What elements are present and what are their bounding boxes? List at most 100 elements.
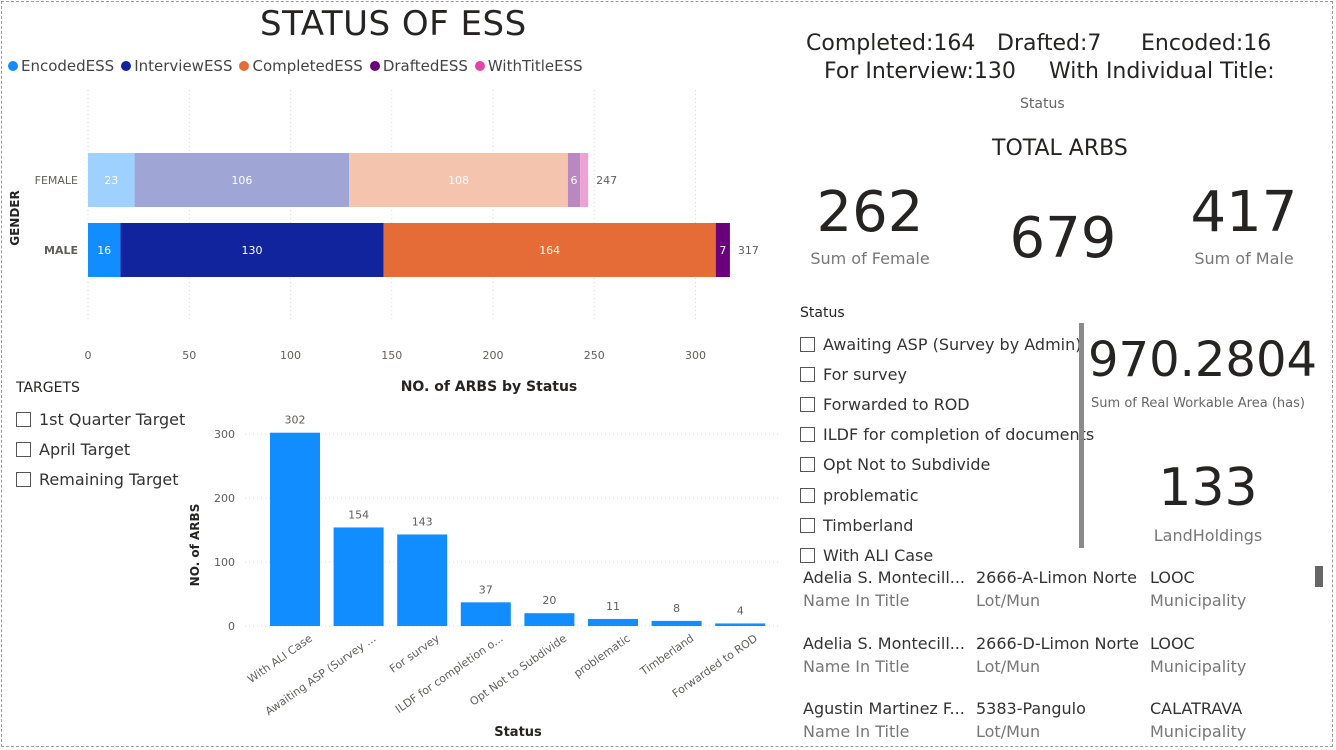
target-option[interactable]: 1st Quarter Target xyxy=(16,404,185,434)
target-option-label: 1st Quarter Target xyxy=(39,409,186,429)
checkbox[interactable] xyxy=(16,441,31,457)
status-bar[interactable] xyxy=(333,527,384,626)
x-tick-label: 300 xyxy=(685,349,706,362)
status-category-label: ILDF for completion o... xyxy=(393,632,505,716)
legend-item[interactable]: CompletedESS xyxy=(239,57,363,75)
legend-item[interactable]: WithTitleESS xyxy=(474,57,583,75)
legend-item[interactable]: InterviewESS xyxy=(121,57,232,75)
status-slicer[interactable]: Awaiting ASP (Survey by Admin) For survey… xyxy=(800,329,1094,571)
y-tick-label: 0 xyxy=(228,620,235,633)
checkbox[interactable] xyxy=(800,336,815,352)
checkbox[interactable] xyxy=(800,366,815,382)
arbs-by-status-column-chart[interactable]: NO. of ARBS by Status NO. of ARBS Status 0 1… xyxy=(180,370,790,748)
bar-segment[interactable] xyxy=(88,223,121,277)
targets-slicer-title: TARGETS xyxy=(16,380,80,396)
status-option-label: problematic xyxy=(823,485,919,505)
status-bar[interactable] xyxy=(715,623,766,626)
slicer-scrollbar[interactable] xyxy=(1079,323,1084,548)
bar-segment-label: 164 xyxy=(539,244,560,257)
drafted-count: Drafted:7 xyxy=(997,31,1102,56)
x-tick-label: 150 xyxy=(381,349,402,362)
status-bar[interactable] xyxy=(588,618,638,626)
status-bar[interactable] xyxy=(460,602,511,626)
status-bar[interactable] xyxy=(397,534,448,626)
bar-segment[interactable] xyxy=(120,223,384,277)
status-bar-value: 4 xyxy=(737,604,744,617)
legend-label: EncodedESS xyxy=(21,57,115,75)
x-tick-label: 0 xyxy=(85,349,92,362)
holding-row: Adelia S. Montecill... Name In Title 2666-… xyxy=(803,568,1303,616)
target-option[interactable]: Remaining Target xyxy=(16,464,185,494)
y-tick-label: 200 xyxy=(214,492,235,505)
status-option[interactable]: Timberland xyxy=(800,510,1094,540)
legend-item[interactable]: EncodedESS xyxy=(8,57,114,75)
status-option[interactable]: ILDF for completion of documents xyxy=(800,420,1094,450)
male-sum-caption: Sum of Male xyxy=(1194,249,1294,268)
status-bar[interactable] xyxy=(651,620,702,626)
bar-segment[interactable] xyxy=(383,223,716,277)
holding-name-value: Adelia S. Montecill... xyxy=(803,633,966,653)
holding-name-value: Adelia S. Montecill... xyxy=(803,568,966,587)
bar-segment[interactable] xyxy=(715,223,730,277)
holdings-scrollbar[interactable] xyxy=(1315,566,1323,587)
target-option-label: April Target xyxy=(39,439,131,459)
holding-mun-label: Municipality xyxy=(1150,656,1247,676)
bar-segment[interactable] xyxy=(349,153,568,207)
holding-lot-value: 2666-D-Limon Norte xyxy=(976,633,1139,653)
bar-segment[interactable] xyxy=(88,153,135,207)
bar-segment-label: 6 xyxy=(571,174,578,187)
x-tick-label: 50 xyxy=(182,349,196,362)
status-bar[interactable] xyxy=(524,613,575,626)
real-workable-area-value: 970.2804 xyxy=(1088,332,1318,388)
checkbox[interactable] xyxy=(800,457,815,473)
category-label: FEMALE xyxy=(35,174,78,187)
bar-segment[interactable] xyxy=(567,153,581,207)
legend-dot xyxy=(8,61,18,71)
legend-item[interactable]: DraftedESS xyxy=(369,57,468,75)
checkbox[interactable] xyxy=(800,547,815,563)
holding-mun-value: LOOC xyxy=(1150,568,1195,587)
bar-segment[interactable] xyxy=(580,153,589,207)
status-option-label: With ALI Case xyxy=(823,545,934,565)
status-option-label: Timberland xyxy=(823,515,914,535)
status-bar[interactable] xyxy=(270,432,320,626)
status-option[interactable]: problematic xyxy=(800,480,1094,510)
target-option[interactable]: April Target xyxy=(16,434,185,464)
checkbox[interactable] xyxy=(800,396,815,412)
checkbox[interactable] xyxy=(800,427,815,443)
bar-total-label: 317 xyxy=(738,244,759,257)
status-bar-value: 143 xyxy=(412,515,433,528)
status-bar-value: 37 xyxy=(479,583,493,596)
status-bar-value: 20 xyxy=(542,594,556,607)
female-sum-caption: Sum of Female xyxy=(810,249,930,268)
checkbox[interactable] xyxy=(16,471,31,487)
holding-lot-label: Lot/Mun xyxy=(976,656,1041,676)
gender-stacked-bar-chart[interactable]: 0 50 100 150 200 250 300 GENDER FEMALE 23 106 108 6 2… xyxy=(0,80,790,370)
checkbox[interactable] xyxy=(800,517,815,533)
status-option[interactable]: Opt Not to Subdivide xyxy=(800,450,1094,480)
status-option[interactable]: With ALI Case xyxy=(800,540,1094,570)
status-bar-value: 8 xyxy=(673,602,680,615)
legend-dot xyxy=(121,61,132,71)
holding-row: Adelia S. Montecill... Name In Title 2666-… xyxy=(803,634,1303,682)
total-arbs-title: TOTAL ARBS xyxy=(992,136,1128,161)
status-option[interactable]: Awaiting ASP (Survey by Admin) xyxy=(800,329,1094,359)
x-tick-label: 100 xyxy=(280,349,301,362)
checkbox[interactable] xyxy=(16,411,31,427)
real-workable-area-caption: Sum of Real Workable Area (has) xyxy=(1091,396,1305,411)
targets-slicer[interactable]: 1st Quarter Target April Target Remaining … xyxy=(16,404,185,494)
bar-segment[interactable] xyxy=(134,153,350,207)
male-sum-value: 417 xyxy=(1190,180,1298,245)
status-option[interactable]: Forwarded to ROD xyxy=(800,389,1094,419)
status-category-label: problematic xyxy=(571,632,632,680)
status-chart-title: NO. of ARBS by Status xyxy=(401,379,578,395)
bar-segment-label: 106 xyxy=(231,174,252,187)
status-option-label: Opt Not to Subdivide xyxy=(823,455,991,475)
checkbox[interactable] xyxy=(800,487,815,503)
holding-mun-label: Municipality xyxy=(1150,722,1247,741)
holding-mun-label: Municipality xyxy=(1150,591,1247,610)
gender-chart-legend[interactable]: EncodedESS InterviewESS CompletedESS Drafte… xyxy=(8,57,583,75)
status-option[interactable]: For survey xyxy=(800,359,1094,389)
status-option-label: ILDF for completion of documents xyxy=(823,425,1095,445)
